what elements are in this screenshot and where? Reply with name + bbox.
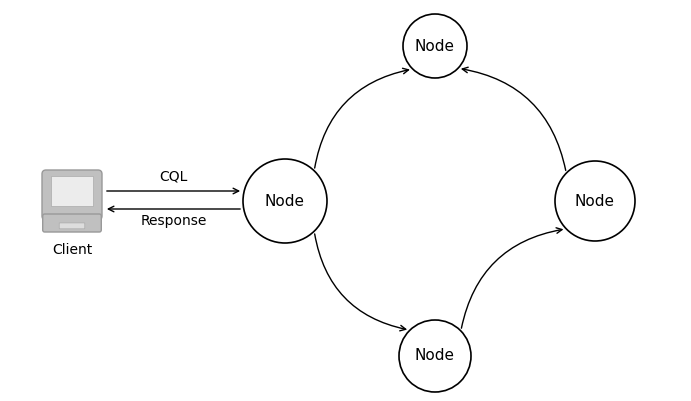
FancyBboxPatch shape [59, 223, 85, 229]
Circle shape [403, 14, 467, 78]
FancyBboxPatch shape [50, 176, 93, 206]
Text: Node: Node [575, 194, 615, 209]
Circle shape [399, 320, 471, 392]
Circle shape [243, 159, 327, 243]
Text: Client: Client [52, 243, 92, 257]
Text: Node: Node [265, 194, 305, 209]
Text: CQL: CQL [160, 169, 188, 183]
Text: Node: Node [415, 348, 455, 363]
Circle shape [555, 161, 635, 241]
FancyBboxPatch shape [42, 170, 102, 220]
Text: Response: Response [140, 214, 207, 228]
Text: Node: Node [415, 38, 455, 53]
FancyBboxPatch shape [43, 214, 102, 232]
